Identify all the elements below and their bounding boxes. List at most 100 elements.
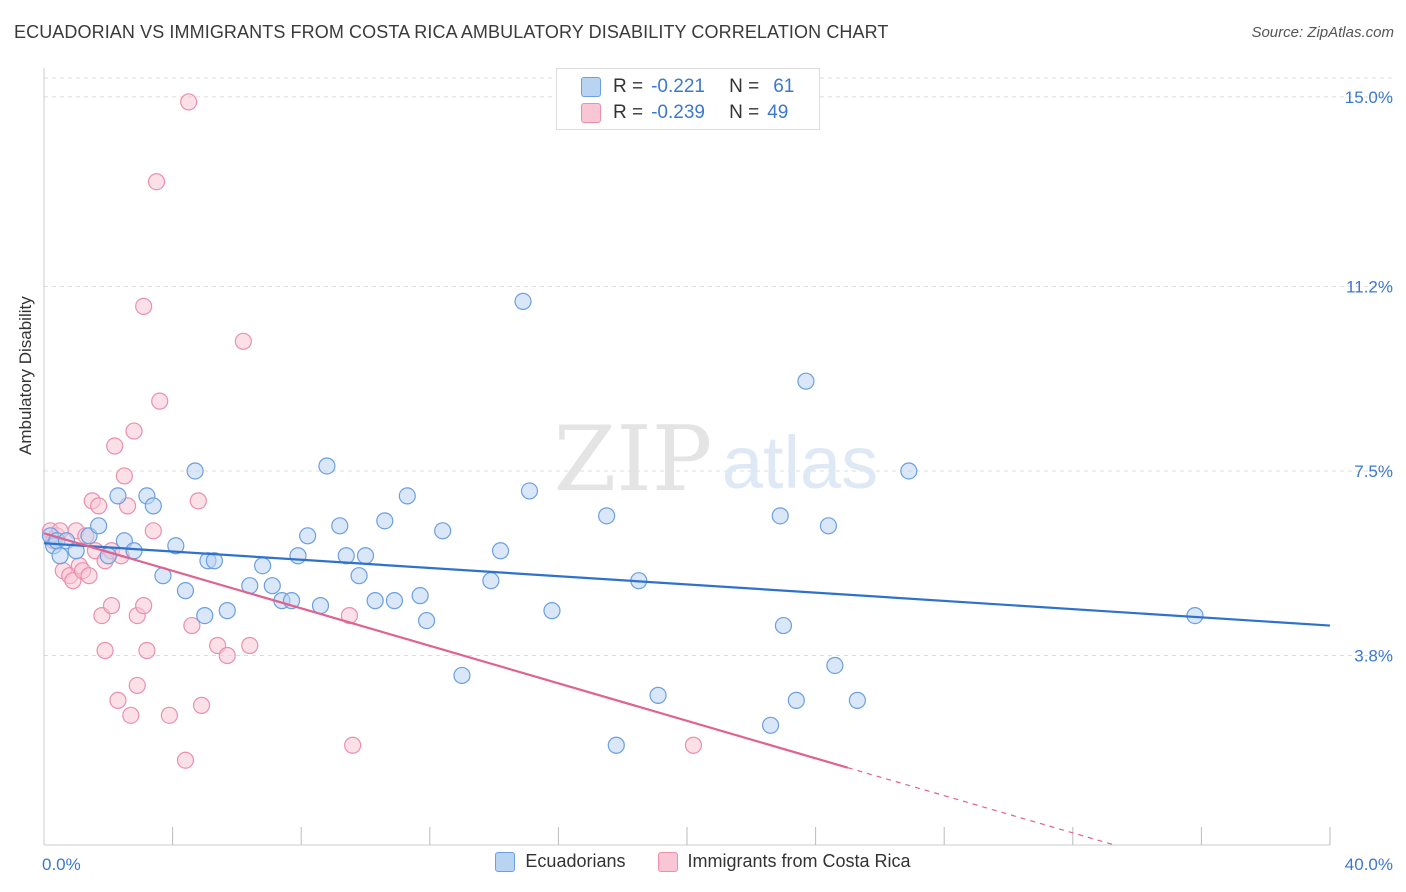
- stats-row-blue: R = -0.221 N = 61: [557, 74, 794, 100]
- costa-rica-point-23: [115, 467, 133, 485]
- costa-rica-point-32: [144, 522, 162, 540]
- costa-rica-point-35: [160, 706, 178, 724]
- ecuadorian-point-60: [900, 462, 918, 480]
- ecuadorian-point-18: [196, 606, 214, 625]
- costa-rica-point-11: [80, 567, 98, 585]
- tick-labels: 3.8% 7.5% 11.2% 15.0% 0.0% 40.0%: [42, 88, 1393, 874]
- costa-rica-point-30: [135, 297, 153, 315]
- ecuadorian-point-42: [453, 666, 471, 685]
- costa-rica-point-45: [340, 606, 359, 625]
- ecuadorian-point-20: [205, 552, 223, 570]
- ecuadorian-point-7: [90, 517, 108, 535]
- ecuadorian-point-21: [218, 602, 236, 620]
- n-label-blue: N =: [729, 76, 760, 97]
- ecuadorian-point-49: [607, 736, 625, 754]
- y-tick-label-3: 15.0%: [1345, 88, 1393, 107]
- x-tick-label-0: 0.0%: [42, 855, 81, 874]
- costa-rica-point-31: [138, 641, 156, 660]
- ecuadorian-point-13: [144, 497, 162, 515]
- legend-blue-swatch-icon: [495, 851, 516, 872]
- costa-rica-point-44: [241, 636, 259, 655]
- costa-rica-point-38: [183, 616, 201, 635]
- legend-item-ecuadorians: Ecuadorians: [495, 851, 626, 872]
- ecuadorian-point-39: [411, 587, 429, 605]
- correlation-stats-box: R = -0.221 N = 61 R = -0.239 N = 49: [556, 68, 820, 130]
- ecuadorian-point-52: [761, 716, 780, 734]
- costa-rica-point-29: [135, 597, 153, 615]
- costa-rica-point-18: [102, 597, 121, 615]
- y-tick-label-1: 7.5%: [1354, 462, 1393, 481]
- ecuadorian-point-40: [417, 611, 436, 630]
- r-label-blue: R =: [613, 76, 644, 97]
- ecuadorian-point-32: [337, 547, 355, 565]
- ecuadorian-point-38: [398, 487, 416, 505]
- n-label-pink: N =: [729, 102, 760, 123]
- y-axis-label: Ambulatory Disability: [16, 296, 35, 455]
- ecuadorian-point-54: [774, 616, 793, 635]
- ecuadorian-point-43: [482, 572, 500, 590]
- ecuadorian-point-23: [254, 557, 272, 575]
- stats-row-pink: R = -0.239 N = 49: [557, 100, 788, 126]
- watermark-zip: ZIP: [554, 407, 713, 512]
- ecuadorian-point-3: [51, 547, 69, 565]
- ecuadorian-point-41: [434, 522, 452, 540]
- ecuadorian-point-48: [598, 507, 616, 525]
- ecuadorian-point-15: [167, 537, 185, 555]
- r-value-pink: -0.239: [651, 102, 705, 123]
- costa-rica-point-43: [234, 332, 252, 350]
- costa-rica-point-40: [192, 696, 211, 714]
- ecuadorian-point-34: [356, 547, 375, 565]
- x-tick-label-1: 40.0%: [1345, 855, 1393, 874]
- costa-rica-point-42: [218, 646, 236, 665]
- ecuadorian-point-59: [848, 691, 866, 709]
- ecuadorian-point-53: [771, 507, 789, 525]
- ecuadorian-point-36: [376, 512, 394, 530]
- series-blue-points: [41, 292, 1204, 754]
- ecuadorian-point-47: [543, 602, 561, 620]
- ecuadorian-point-58: [826, 656, 844, 675]
- legend-label-ecuadorians: Ecuadorians: [525, 851, 626, 871]
- costa-rica-point-36: [176, 751, 195, 769]
- chart-title: ECUADORIAN VS IMMIGRANTS FROM COSTA RICA…: [14, 22, 889, 42]
- costa-rica-point-37: [180, 93, 198, 111]
- n-value-blue: 61: [773, 76, 795, 97]
- ecuadorian-point-55: [787, 691, 805, 709]
- ecuadorian-point-44: [491, 542, 510, 560]
- legend-pink-swatch-icon: [657, 851, 678, 872]
- y-tick-label-0: 3.8%: [1354, 646, 1393, 665]
- n-value-pink: 49: [767, 102, 789, 123]
- costa-rica-point-14: [90, 497, 108, 515]
- costa-rica-point-21: [109, 691, 127, 709]
- costa-rica-point-47: [684, 736, 703, 754]
- r-value-blue: -0.221: [651, 76, 705, 97]
- ecuadorian-point-11: [125, 542, 143, 560]
- costa-rica-point-16: [96, 641, 114, 660]
- costa-rica-point-39: [189, 492, 207, 510]
- ecuadorian-point-45: [514, 292, 532, 311]
- pink-swatch-icon: [581, 103, 601, 123]
- ecuadorian-point-56: [797, 372, 815, 390]
- ecuadorian-point-9: [109, 487, 127, 505]
- ecuadorian-point-33: [350, 567, 368, 585]
- ecuadorian-point-24: [263, 577, 281, 595]
- legend-item-costa-rica: Immigrants from Costa Rica: [657, 851, 911, 872]
- chart-legend: Ecuadorians Immigrants from Costa Rica: [0, 851, 1406, 872]
- trend-line-costa-rica-extension: [847, 767, 1115, 846]
- r-label-pink: R =: [613, 102, 644, 123]
- costa-rica-point-46: [344, 736, 362, 754]
- trend-line-ecuadorians: [43, 542, 1331, 627]
- blue-swatch-icon: [581, 77, 601, 97]
- trend-line-costa-rica: [43, 532, 849, 769]
- ecuadorian-point-31: [331, 517, 349, 535]
- y-tick-label-2: 11.2%: [1346, 277, 1393, 296]
- ecuadorian-point-51: [649, 686, 667, 704]
- watermark-atlas: atlas: [722, 421, 878, 504]
- costa-rica-point-27: [128, 676, 146, 695]
- ecuadorian-point-17: [186, 462, 204, 480]
- ecuadorian-point-16: [176, 582, 195, 600]
- costa-rica-point-20: [106, 437, 124, 455]
- costa-rica-point-34: [151, 392, 169, 410]
- trend-lines: [43, 532, 1331, 846]
- grid-lines: [44, 77, 1392, 656]
